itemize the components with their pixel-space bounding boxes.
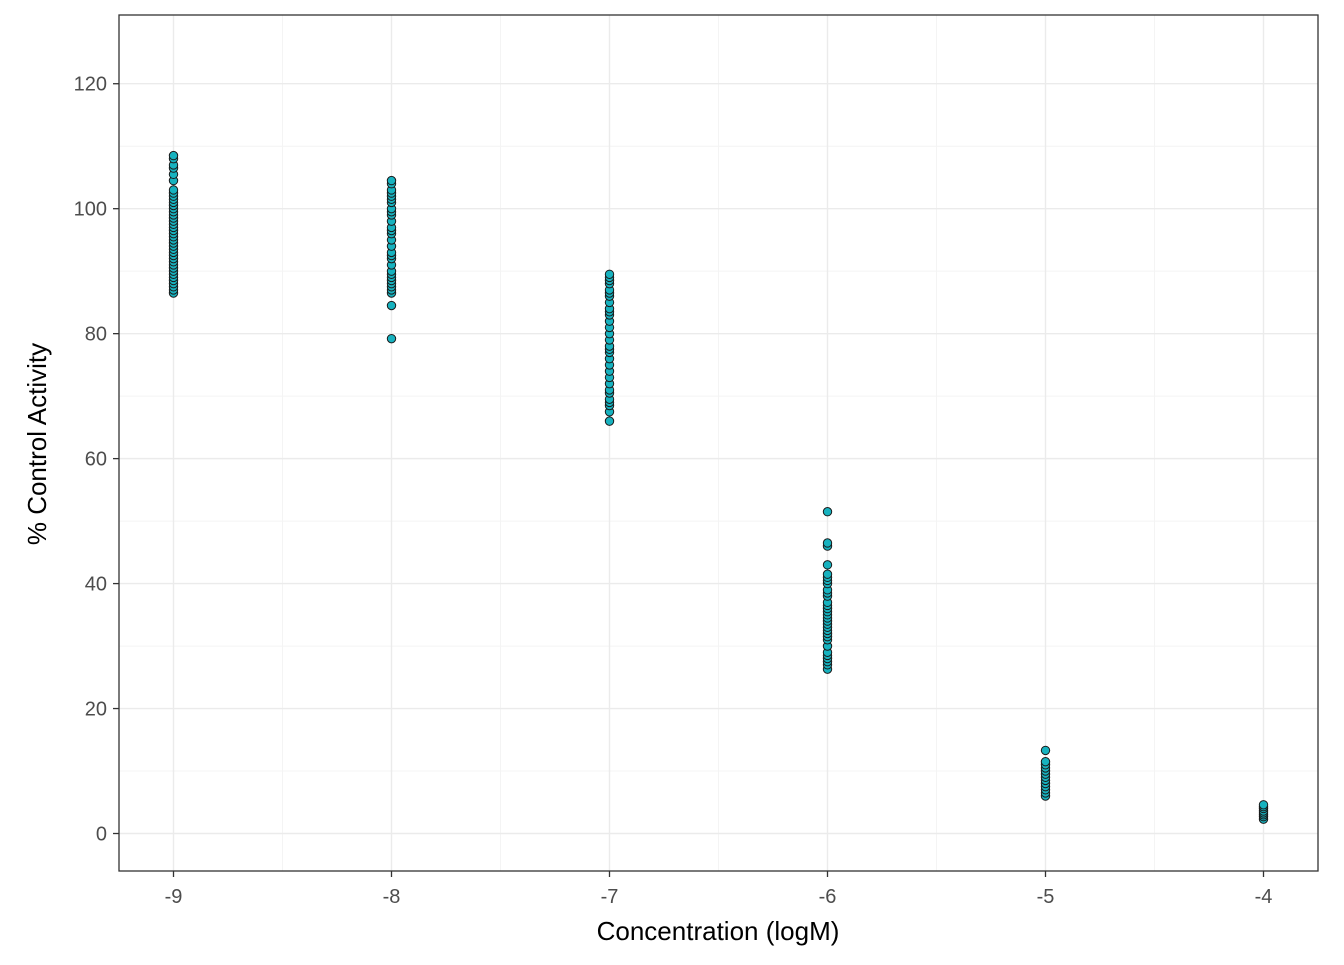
x-tick-label: -4 — [1255, 886, 1273, 908]
data-point — [168, 185, 179, 195]
data-point — [1258, 800, 1269, 810]
data-point — [168, 150, 179, 161]
x-tick-label: -5 — [1037, 886, 1055, 908]
data-point — [822, 538, 833, 548]
y-tick-label: 60 — [85, 449, 107, 471]
x-tick-label: -8 — [383, 886, 401, 908]
y-axis-label: % Control Activity — [22, 343, 52, 545]
data-point — [386, 333, 397, 344]
x-tick-label: -9 — [165, 886, 183, 908]
x-axis-label: Concentration (logM) — [597, 916, 840, 946]
x-axis: -9 -8 -7 -6 -5 -4 — [165, 871, 1273, 908]
data-point — [386, 300, 397, 311]
data-point — [822, 507, 833, 517]
x-tick-label: -7 — [601, 886, 619, 908]
y-axis: 0 20 40 60 80 100 120 — [74, 74, 119, 846]
data-point — [604, 416, 615, 426]
data-point — [1040, 756, 1051, 767]
panel-border — [118, 14, 1319, 872]
data-points — [168, 150, 1269, 824]
y-tick-label: 100 — [74, 199, 107, 221]
y-tick-label: 40 — [85, 574, 107, 596]
y-tick-label: 20 — [85, 699, 107, 721]
data-point — [822, 569, 833, 579]
x-tick-label: -6 — [819, 886, 837, 908]
data-point — [822, 560, 833, 570]
y-tick-label: 0 — [96, 824, 107, 846]
y-tick-label: 80 — [85, 324, 107, 346]
data-point — [604, 269, 615, 279]
y-tick-label: 120 — [74, 74, 107, 96]
data-point — [386, 175, 397, 186]
data-point — [1040, 745, 1051, 756]
minor-gridlines — [119, 15, 1318, 871]
